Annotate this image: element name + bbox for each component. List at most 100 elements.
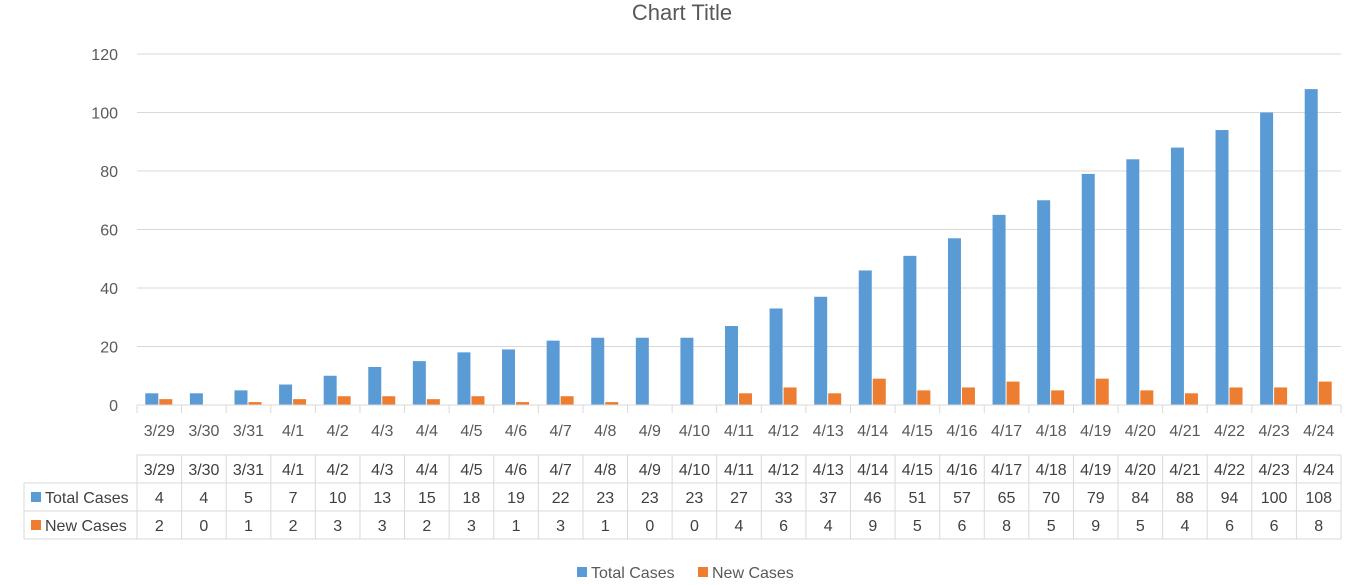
table-row-label: New Cases [45, 518, 127, 535]
table-value-cell: 23 [641, 490, 659, 507]
table-value-cell: 108 [1305, 490, 1332, 507]
bar-total-cases [1037, 200, 1051, 405]
table-value-cell: 4 [199, 490, 208, 507]
table-legend-key [31, 492, 41, 502]
gridlines [137, 53, 1341, 406]
bar-total-cases [368, 366, 382, 405]
table-header-cell: 4/21 [1169, 462, 1200, 479]
table-header-cell: 4/4 [416, 462, 438, 479]
table-value-cell: 8 [1314, 518, 1323, 535]
bar-total-cases [769, 308, 783, 405]
x-tick-label: 4/3 [371, 423, 393, 440]
bar-total-cases [457, 352, 471, 405]
table-value-cell: 6 [1225, 518, 1234, 535]
x-tick-label: 4/5 [460, 423, 482, 440]
table-value-cell: 10 [329, 490, 347, 507]
bar-new-cases [605, 402, 619, 405]
table-value-cell: 4 [1180, 518, 1189, 535]
bar-new-cases [1229, 387, 1243, 405]
table-value-cell: 3 [556, 518, 565, 535]
bar-total-cases [234, 390, 248, 405]
legend-swatch [577, 567, 587, 577]
table-header-cell: 4/12 [768, 462, 799, 479]
table-value-cell: 27 [730, 490, 748, 507]
bar-new-cases [426, 399, 440, 405]
bar-new-cases [293, 399, 307, 405]
bar-total-cases [947, 238, 961, 405]
bar-total-cases [279, 384, 293, 405]
x-tick-label: 4/22 [1214, 423, 1245, 440]
table-value-cell: 79 [1087, 490, 1105, 507]
x-tick-label: 4/20 [1125, 423, 1156, 440]
table-header-cell: 3/29 [144, 462, 175, 479]
table-header-cell: 4/22 [1214, 462, 1245, 479]
bar-total-cases [591, 337, 605, 405]
table-value-cell: 3 [467, 518, 476, 535]
y-tick-label: 0 [109, 398, 118, 415]
x-tick-label: 4/19 [1080, 423, 1111, 440]
table-value-cell: 19 [507, 490, 525, 507]
table-value-cell: 100 [1261, 490, 1288, 507]
bar-new-cases [1274, 387, 1288, 405]
table-value-cell: 6 [779, 518, 788, 535]
table-value-cell: 1 [244, 518, 253, 535]
bar-total-cases [145, 393, 159, 405]
bar-total-cases [412, 361, 426, 405]
x-axis: 3/29 3/30 3/31 4/1 4/2 4/3 4/4 4/5 4/6 4/7 4/8 4/9 4… [136, 404, 1342, 440]
table-value-cell: 6 [1270, 518, 1279, 535]
bar-total-cases [903, 255, 917, 405]
table-value-cell: 23 [686, 490, 704, 507]
table-value-cell: 5 [244, 490, 253, 507]
table-value-cell: 3 [378, 518, 387, 535]
x-tick-label: 4/9 [639, 423, 661, 440]
table-value-cell: 0 [690, 518, 699, 535]
x-tick-label: 4/1 [282, 423, 304, 440]
x-tick-label: 4/14 [857, 423, 888, 440]
x-tick-label: 4/21 [1169, 423, 1200, 440]
table-value-cell: 8 [1002, 518, 1011, 535]
table-value-cell: 15 [418, 490, 436, 507]
table-header-cell: 4/6 [505, 462, 527, 479]
bar-total-cases [814, 296, 828, 405]
table-value-cell: 1 [512, 518, 521, 535]
bars [145, 89, 1332, 406]
table-header-cell: 4/19 [1080, 462, 1111, 479]
legend-swatch [698, 567, 708, 577]
table-legend-key [31, 520, 41, 530]
table-row-label: Total Cases [45, 490, 129, 507]
table-value-cell: 84 [1131, 490, 1149, 507]
bar-new-cases [961, 387, 975, 405]
table-header-cell: 4/23 [1259, 462, 1290, 479]
table-value-cell: 4 [155, 490, 164, 507]
x-tick-label: 4/18 [1036, 423, 1067, 440]
y-tick-label: 20 [100, 340, 118, 357]
x-tick-label: 4/2 [327, 423, 349, 440]
table-value-cell: 5 [913, 518, 922, 535]
bar-new-cases [560, 396, 574, 405]
table-value-cell: 9 [1091, 518, 1100, 535]
bar-total-cases [992, 214, 1006, 405]
bar-total-cases [189, 393, 203, 405]
table-header-cell: 4/11 [724, 462, 754, 479]
x-tick-label: 3/29 [144, 423, 175, 440]
bar-new-cases [783, 387, 797, 405]
legend: Total Cases New Cases [577, 565, 794, 582]
x-tick-label: 4/8 [594, 423, 616, 440]
table-value-cell: 33 [775, 490, 793, 507]
x-tick-label: 4/12 [768, 423, 799, 440]
bar-new-cases [1006, 381, 1020, 405]
bar-total-cases [1215, 130, 1229, 406]
bar-total-cases [680, 337, 694, 405]
bar-new-cases [471, 396, 485, 405]
bar-new-cases [1051, 390, 1065, 405]
table-value-cell: 7 [289, 490, 298, 507]
table-header-cell: 4/24 [1303, 462, 1334, 479]
bar-new-cases [159, 399, 173, 405]
table-value-cell: 6 [958, 518, 967, 535]
bar-new-cases [1140, 390, 1154, 405]
table-value-cell: 18 [463, 490, 481, 507]
y-axis: 0 20 40 60 80 100 120 [91, 47, 118, 415]
bar-total-cases [1081, 173, 1095, 405]
table-header-cell: 4/20 [1125, 462, 1156, 479]
